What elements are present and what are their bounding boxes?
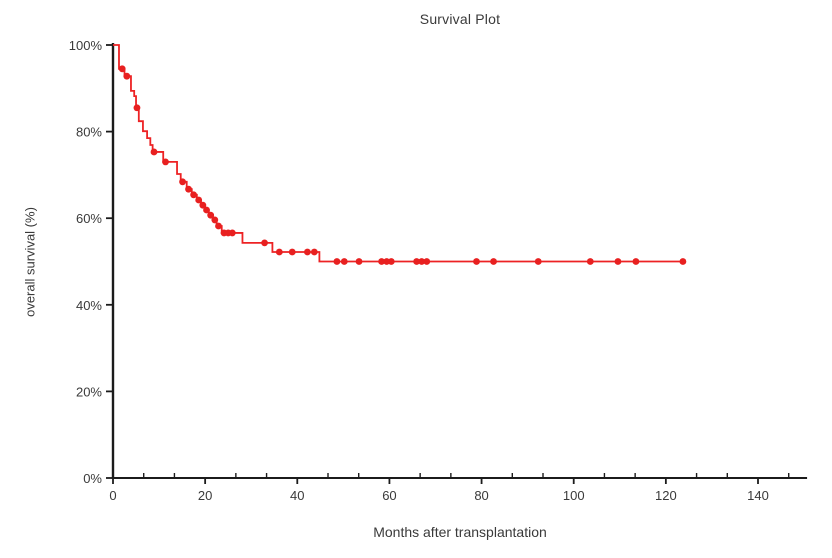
y-tick-label: 20% [76,384,102,399]
chart-title: Survival Plot [419,11,501,27]
censor-mark [207,211,215,219]
censor-mark [162,158,169,166]
censor-mark [199,201,207,209]
censor-mark [340,258,348,265]
y-tick-label: 0% [83,471,102,486]
x-axis-label: Months after transplantation [373,524,547,540]
censor-mark [211,216,219,224]
censor-mark [387,258,395,265]
censor-mark [288,248,296,256]
censor-mark [195,196,203,204]
censor-mark [261,239,268,247]
x-tick-label: 40 [290,488,304,503]
censor-mark [679,258,687,265]
y-tick-label: 60% [76,211,102,226]
censor-mark [418,258,426,265]
censor-mark [534,258,542,265]
censor-mark [310,248,318,256]
censor-mark [215,222,222,230]
y-tick-label: 80% [76,125,102,140]
x-tick-label: 140 [747,488,769,503]
censor-mark [228,229,236,237]
censor-mark [355,258,363,265]
censor-mark [586,258,594,265]
censor-mark [473,258,480,265]
censor-mark [304,248,311,256]
censor-mark [423,258,431,265]
survival-curve [113,44,685,263]
x-tick-label: 120 [655,488,677,503]
censor-mark [413,258,421,265]
y-tick-label: 40% [76,298,102,313]
x-tick-label: 0 [109,488,116,503]
censor-mark [190,191,198,199]
censor-mark [490,258,497,265]
censor-mark [179,178,186,186]
censor-mark [118,65,126,73]
censor-mark [614,258,622,265]
x-tick-label: 20 [198,488,212,503]
censor-mark [133,104,141,112]
x-tick-label: 60 [382,488,396,503]
censor-mark [185,185,192,193]
censor-mark [150,148,158,156]
censor-mark [632,258,640,265]
y-axis-label: overall survival (%) [22,207,38,317]
y-tick-label: 100% [69,38,103,53]
x-tick-label: 80 [474,488,488,503]
x-tick-label: 100 [563,488,585,503]
censor-mark [275,248,283,256]
censor-mark [123,72,131,80]
censor-mark [333,258,341,265]
censor-mark [378,258,385,265]
censor-mark [203,206,210,214]
